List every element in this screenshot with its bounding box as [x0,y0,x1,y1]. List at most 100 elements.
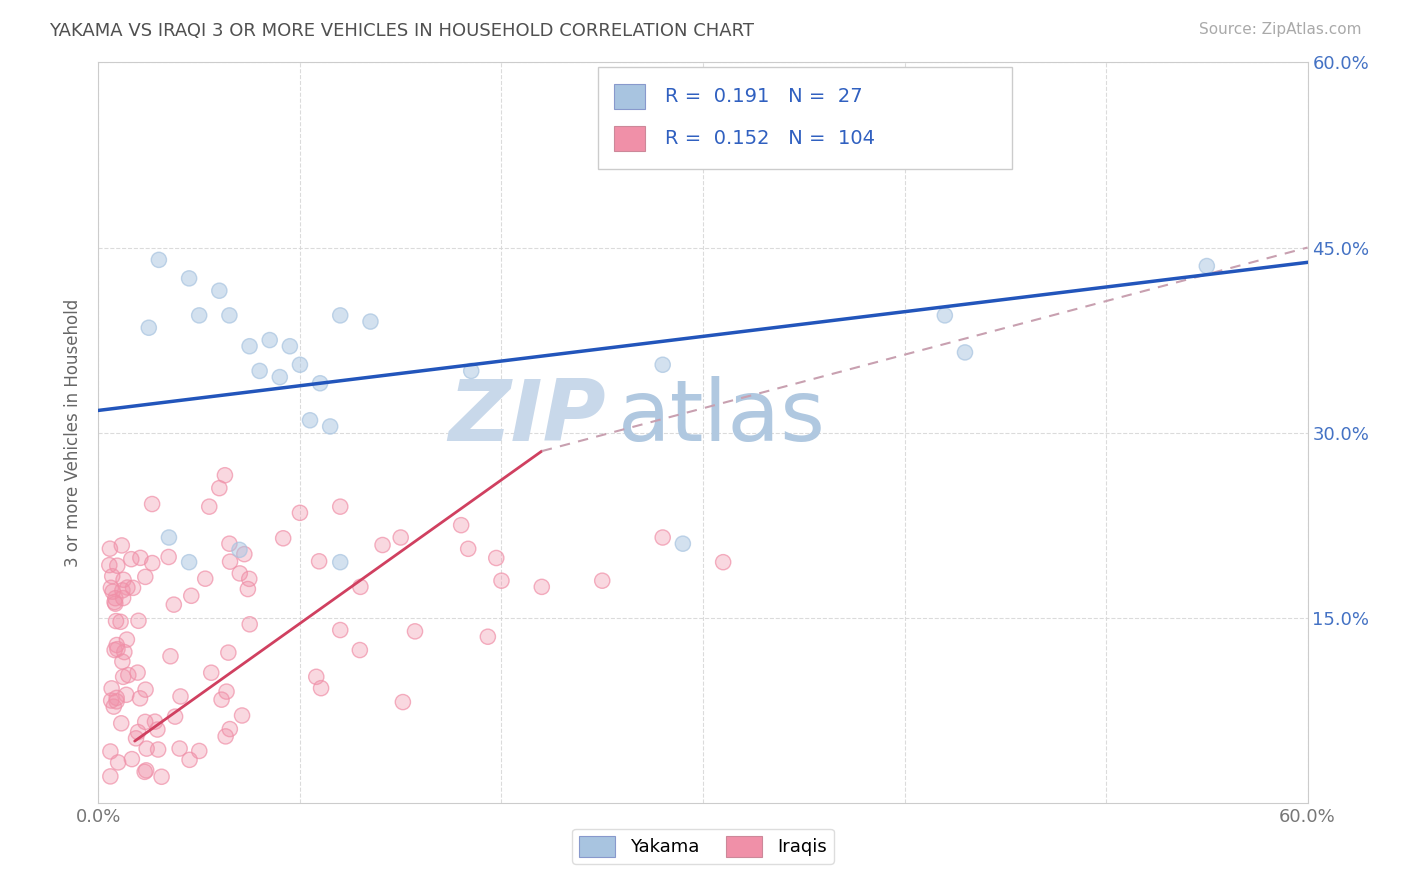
Point [215,684,238,698]
Point [146,742,169,756]
Point [491,574,513,588]
Point [349,643,371,657]
Point [100,744,122,758]
Point [98,541,121,556]
Point [194,572,217,586]
Point [477,630,499,644]
Point [194,572,217,586]
Point [1195,259,1218,273]
Point [111,538,134,552]
Point [104,643,127,657]
Point [112,591,135,605]
Point [169,741,191,756]
Point [157,549,180,564]
Point [127,614,149,628]
Point [121,752,143,766]
Point [404,624,426,639]
Point [157,531,180,545]
Point [211,692,233,706]
Point [218,536,240,550]
Point [319,419,342,434]
Point [392,695,415,709]
Point [141,556,163,570]
Point [180,589,202,603]
Point [953,345,976,359]
Point [125,731,148,746]
Point [134,714,156,729]
Point [134,764,156,779]
Point [477,630,499,644]
Point [122,581,145,595]
Point [485,551,508,566]
Point [188,309,211,323]
Point [457,541,479,556]
Point [135,682,157,697]
Point [231,708,253,723]
Point [138,320,160,334]
Point [105,614,128,628]
Point [150,770,173,784]
Point [112,670,135,684]
Point [259,333,281,347]
Point [135,741,157,756]
Point [100,581,122,595]
Point [238,572,260,586]
Point [146,723,169,737]
Point [953,345,976,359]
Point [111,655,134,669]
Point [117,581,139,595]
Point [591,574,613,588]
Point [103,699,125,714]
Point [157,531,180,545]
Point [1195,259,1218,273]
Point [218,722,240,736]
Point [491,574,513,588]
Point [269,370,291,384]
Point [100,681,122,696]
Point [103,595,125,609]
Point [711,555,734,569]
Point [115,632,138,647]
Point [934,309,956,323]
Point [457,541,479,556]
Point [148,252,170,267]
Point [200,665,222,680]
Point [127,614,149,628]
Point [349,643,371,657]
Point [299,413,322,427]
Point [100,693,122,707]
Point [460,364,482,378]
Point [309,681,332,695]
Point [236,582,259,596]
Point [107,756,129,770]
Point [111,583,134,598]
Point [146,723,169,737]
Point [651,358,673,372]
Point [269,370,291,384]
Point [100,581,122,595]
Point [460,364,482,378]
Point [349,580,371,594]
Point [672,536,695,550]
Text: R =  0.191   N =  27: R = 0.191 N = 27 [665,87,863,106]
Point [450,518,472,533]
Point [104,597,127,611]
Text: atlas: atlas [619,376,827,459]
Point [163,598,186,612]
Point [169,741,191,756]
Point [404,624,426,639]
Point [219,555,242,569]
Point [121,752,143,766]
Point [239,617,262,632]
Point [105,638,128,652]
Point [329,500,352,514]
Point [101,569,124,583]
Point [112,645,135,659]
Point [651,531,673,545]
Point [107,642,129,657]
Point [329,500,352,514]
Point [208,284,231,298]
Point [111,538,134,552]
Point [208,481,231,495]
Y-axis label: 3 or more Vehicles in Household: 3 or more Vehicles in Household [65,299,83,566]
